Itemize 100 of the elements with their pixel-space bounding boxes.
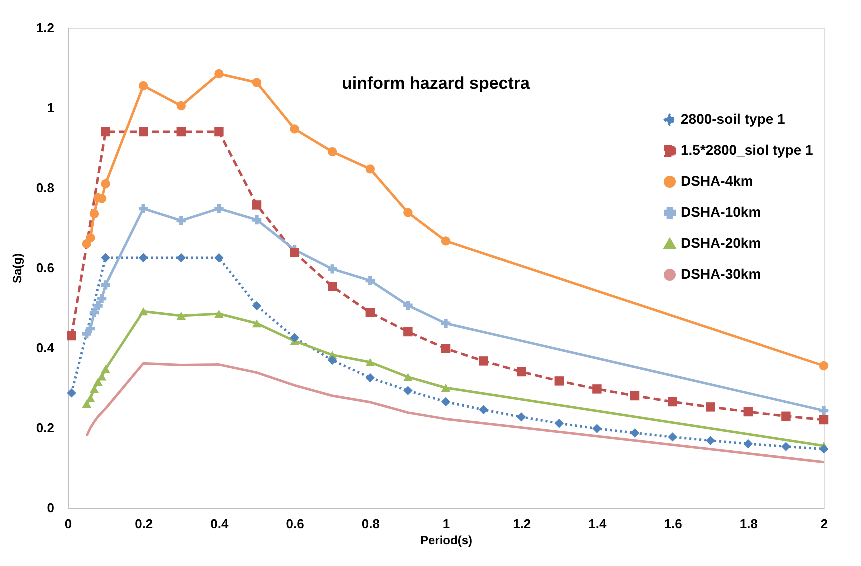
x-tick-label: 2: [820, 516, 828, 532]
point: [138, 204, 148, 214]
point: [366, 276, 376, 286]
legend-label: 1.5*2800_siol type 1: [681, 142, 814, 158]
point: [819, 361, 829, 371]
point: [252, 200, 262, 210]
point: [94, 301, 103, 311]
legend-label: DSHA-20km: [681, 235, 762, 251]
x-tick-label: 1.4: [588, 516, 608, 532]
point: [441, 318, 451, 328]
point: [592, 424, 602, 434]
point: [82, 239, 92, 249]
x-tick-label: 1.6: [664, 516, 682, 532]
point: [441, 384, 451, 392]
x-tick-label: 1.2: [513, 516, 532, 532]
y-tick-label: 0.6: [36, 260, 54, 276]
point: [67, 388, 76, 398]
point: [554, 376, 564, 386]
y-tick-label: 0.4: [36, 340, 56, 356]
y-tick-label: 1.2: [36, 20, 54, 36]
point: [214, 310, 224, 318]
point: [404, 373, 413, 382]
point: [176, 127, 186, 137]
point: [97, 372, 107, 381]
point: [290, 333, 300, 343]
point: [90, 209, 100, 219]
x-tick-label: 0: [64, 516, 72, 532]
point: [366, 373, 376, 383]
legend-label: DSHA-4km: [681, 173, 754, 189]
point: [138, 127, 148, 137]
point: [404, 386, 413, 396]
point: [782, 412, 791, 422]
x-axis-title: Period(s): [420, 534, 473, 548]
x-tick-label: 0.4: [210, 516, 230, 532]
point: [404, 300, 413, 310]
point: [86, 394, 96, 402]
point: [516, 412, 526, 422]
point: [328, 282, 338, 292]
y-axis-title: Sa(g): [10, 253, 24, 284]
point: [252, 215, 262, 225]
point: [366, 164, 376, 174]
point: [630, 428, 640, 438]
point: [328, 147, 338, 157]
y-tick-label: 0: [47, 500, 54, 516]
point: [82, 329, 92, 339]
point: [744, 407, 754, 417]
point: [138, 81, 148, 91]
point: [479, 356, 488, 366]
legend-label: 2800-soil type 1: [681, 111, 786, 127]
point: [176, 216, 186, 226]
point: [176, 101, 186, 111]
point: [82, 400, 92, 408]
point: [668, 432, 678, 442]
point: [101, 365, 110, 374]
point: [404, 208, 413, 218]
point: [706, 436, 716, 446]
point: [101, 127, 110, 137]
point: [819, 415, 829, 425]
point: [94, 378, 103, 386]
point: [214, 204, 224, 214]
y-tick-label: 1: [47, 100, 54, 116]
point: [404, 327, 413, 337]
point: [90, 308, 100, 318]
y-tick-label: 0.8: [36, 180, 54, 196]
point: [101, 179, 110, 189]
legend-label: DSHA-10km: [681, 204, 762, 220]
point: [252, 301, 262, 311]
point: [97, 294, 107, 304]
point: [328, 356, 338, 366]
x-tick-label: 0.6: [286, 516, 304, 532]
point: [138, 253, 148, 263]
point: [252, 320, 262, 328]
point: [328, 264, 338, 274]
point: [630, 391, 640, 401]
point: [214, 127, 224, 137]
line-series: [86, 362, 826, 464]
point: [479, 405, 488, 415]
x-tick-label: 1.8: [740, 516, 758, 532]
point: [138, 308, 148, 316]
point: [90, 385, 100, 394]
point: [516, 367, 526, 377]
point: [290, 124, 300, 134]
text: uinform hazard spectra: [342, 74, 531, 93]
point: [744, 439, 754, 449]
point: [290, 248, 300, 258]
point: [592, 384, 602, 394]
point: [366, 358, 376, 366]
point: [214, 253, 224, 263]
point: [67, 331, 76, 341]
x-tick-label: 1: [442, 516, 450, 532]
point: [101, 280, 110, 290]
point: [819, 444, 829, 454]
point: [706, 402, 716, 412]
point: [819, 406, 829, 416]
point: [101, 253, 110, 263]
point: [176, 312, 186, 320]
point: [554, 418, 564, 428]
point: [176, 253, 186, 263]
point: [782, 442, 791, 452]
point: [441, 236, 451, 246]
